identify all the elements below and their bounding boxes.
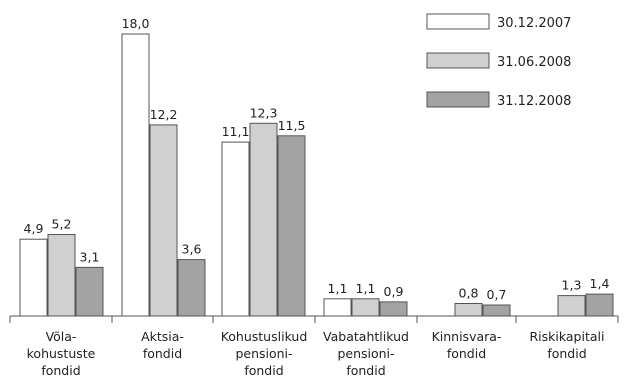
data-label: 0,8 <box>459 286 479 301</box>
legend: 30.12.2007 31.06.2008 31.12.2008 <box>426 13 571 109</box>
legend-label: 30.12.2007 <box>497 16 571 31</box>
data-label: 3,6 <box>182 242 202 257</box>
data-label: 1,3 <box>562 278 582 293</box>
data-label: 1,4 <box>590 276 610 291</box>
category-label: pensioni- <box>337 346 394 361</box>
category-label: fondid <box>143 346 182 361</box>
data-label: 12,3 <box>250 105 278 120</box>
bar <box>454 303 483 317</box>
bar <box>557 295 586 317</box>
bar <box>585 293 614 317</box>
bars-layer <box>19 33 614 317</box>
category-label: Vabatahtlikud <box>323 329 409 344</box>
bar <box>249 122 278 317</box>
category-label: Riskikapitali <box>530 329 605 344</box>
data-label: 3,1 <box>80 249 100 264</box>
data-label: 5,2 <box>52 217 72 232</box>
category-label: Kinnisvara- <box>432 329 502 344</box>
bar <box>149 124 178 317</box>
category-label: fondid <box>244 363 283 378</box>
bar <box>47 234 76 317</box>
category-label: kohustuste <box>27 346 96 361</box>
bar <box>277 135 306 317</box>
category-label: Kohustuslikud <box>221 329 308 344</box>
bar <box>351 298 380 317</box>
bar <box>323 298 352 317</box>
category-label: fondid <box>346 363 385 378</box>
data-label: 11,1 <box>222 124 250 139</box>
legend-label: 31.06.2008 <box>497 55 571 70</box>
bar <box>221 141 250 317</box>
bar <box>121 33 150 317</box>
bar <box>19 238 48 317</box>
bar <box>379 301 408 317</box>
data-label: 11,5 <box>278 118 306 133</box>
bar <box>177 259 206 317</box>
data-label: 0,9 <box>384 284 404 299</box>
category-label: fondid <box>41 363 80 378</box>
value-labels-layer: 4,9 5,2 3,1 18,0 12,2 3,6 11,112,311,5 1,1 1,1 0,… <box>24 16 610 302</box>
category-label: Aktsia- <box>141 329 184 344</box>
data-label: 1,1 <box>356 281 376 296</box>
x-axis-ticks <box>9 316 619 323</box>
data-label: 18,0 <box>122 16 150 31</box>
legend-swatch <box>426 91 490 108</box>
category-label: Võla- <box>46 329 77 344</box>
data-label: 4,9 <box>24 221 44 236</box>
category-label: fondid <box>447 346 486 361</box>
data-label: 0,7 <box>487 287 507 302</box>
legend-swatch <box>426 52 490 69</box>
data-label: 12,2 <box>150 107 178 122</box>
legend-swatch <box>426 13 490 30</box>
legend-label: 31.12.2008 <box>497 94 571 109</box>
category-label: pensioni- <box>235 346 292 361</box>
bar <box>482 304 511 317</box>
category-label: fondid <box>547 346 586 361</box>
data-label: 1,1 <box>328 281 348 296</box>
category-labels: Võla-kohustuste fondid Aktsia-fondid Kohust… <box>27 329 605 378</box>
bar <box>75 266 104 317</box>
